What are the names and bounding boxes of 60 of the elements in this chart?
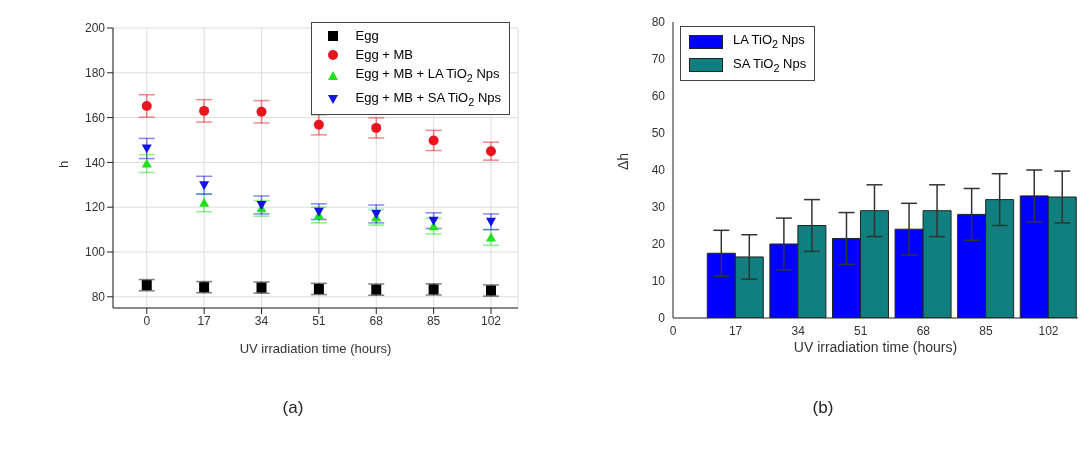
point xyxy=(486,285,496,296)
point xyxy=(371,284,382,295)
legend-label: LA TiO$_{2}$ Nps xyxy=(733,31,805,52)
point xyxy=(141,158,152,168)
point xyxy=(486,146,496,157)
y-tick-label: 20 xyxy=(651,237,666,252)
y-tick-label: 180 xyxy=(84,66,106,81)
point xyxy=(428,135,439,146)
point xyxy=(199,105,210,116)
x-tick-label: 51 xyxy=(312,313,326,328)
y-tick-label: 80 xyxy=(91,290,106,305)
x-tick-label: 17 xyxy=(197,313,212,328)
x-tick-label: 68 xyxy=(916,323,931,338)
x-tick-label: 102 xyxy=(1038,323,1059,338)
point xyxy=(371,122,382,133)
x-tick-label: 17 xyxy=(728,323,743,338)
x-tick-label: 85 xyxy=(979,323,993,338)
x-axis-title: UV irradiation time (hours) xyxy=(239,341,392,356)
legend-label: Egg + MB + SA TiO$_{2}$ Nps xyxy=(355,88,501,110)
y-tick-label: 140 xyxy=(84,155,106,170)
point xyxy=(199,197,210,207)
x-tick-label: 34 xyxy=(791,323,806,338)
y-tick-label: 50 xyxy=(651,126,666,141)
y-tick-label: 100 xyxy=(84,245,106,260)
point xyxy=(313,119,324,130)
point xyxy=(486,217,496,227)
x-tick-label: 34 xyxy=(254,313,269,328)
legend-label: Egg xyxy=(355,27,379,45)
point xyxy=(199,282,210,293)
x-tick-label: 51 xyxy=(854,323,868,338)
point xyxy=(428,284,439,295)
x-tick-label: 85 xyxy=(426,313,441,328)
y-tick-label: 160 xyxy=(84,110,106,125)
y-axis-title: h xyxy=(55,160,71,168)
point xyxy=(141,280,152,291)
point xyxy=(199,181,210,191)
point xyxy=(256,106,267,117)
point xyxy=(141,100,152,111)
x-tick-label: 0 xyxy=(669,323,677,338)
text: (a) xyxy=(281,398,305,418)
legend-label: Egg + MB xyxy=(355,46,413,64)
y-tick-label: 70 xyxy=(651,52,666,67)
x-tick-label: 68 xyxy=(369,313,384,328)
x-tick-label: 102 xyxy=(480,313,502,328)
y-tick-label: 40 xyxy=(651,163,666,178)
legend-label: SA TiO$_{2}$ Nps xyxy=(733,54,807,76)
text: (b) xyxy=(811,398,835,418)
y-tick-label: 80 xyxy=(651,15,666,30)
y-axis-title: Δh xyxy=(614,152,631,170)
y-tick-label: 30 xyxy=(651,200,666,215)
y-tick-label: 120 xyxy=(84,200,106,215)
point xyxy=(256,282,267,293)
y-tick-label: 200 xyxy=(84,21,106,36)
legend-label: Egg + MB + LA TiO$_{2}$ Nps xyxy=(355,65,500,86)
y-tick-label: 60 xyxy=(651,89,666,104)
x-axis-title: UV irradiation time (hours) xyxy=(793,339,958,355)
y-tick-label: 10 xyxy=(651,274,666,289)
point xyxy=(428,216,439,226)
point xyxy=(313,283,324,294)
x-tick-label: 0 xyxy=(143,313,151,328)
